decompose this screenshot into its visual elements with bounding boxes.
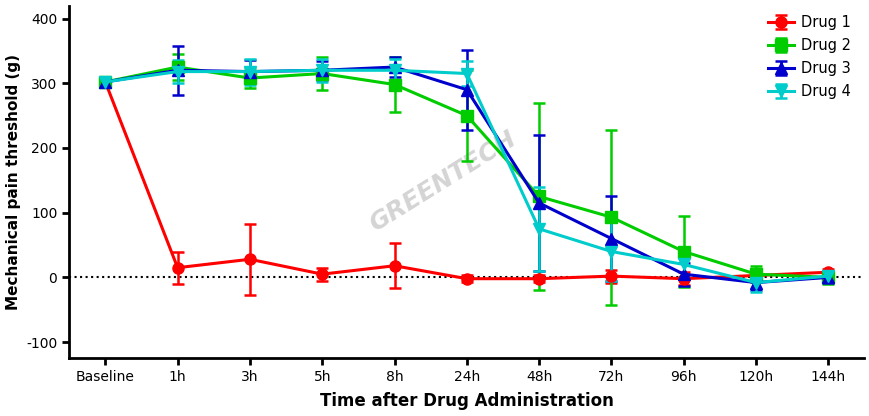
Legend: Drug 1, Drug 2, Drug 3, Drug 4: Drug 1, Drug 2, Drug 3, Drug 4 (761, 9, 856, 105)
Y-axis label: Mechanical pain threshold (g): Mechanical pain threshold (g) (5, 54, 21, 310)
X-axis label: Time after Drug Administration: Time after Drug Administration (320, 392, 613, 411)
Text: GREENTECH: GREENTECH (365, 127, 520, 237)
